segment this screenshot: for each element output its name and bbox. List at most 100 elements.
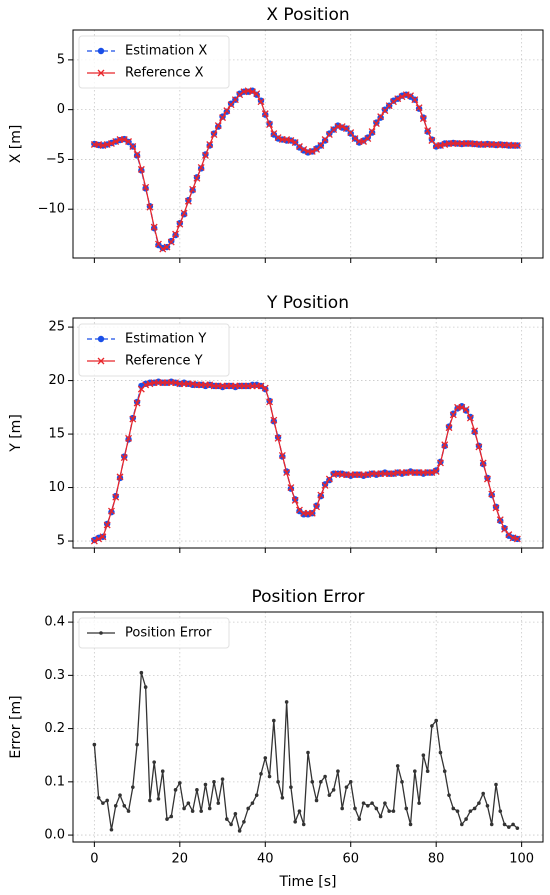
- data-point: [212, 780, 216, 784]
- data-point: [360, 138, 368, 145]
- data-point: [263, 756, 268, 760]
- data-point: [466, 414, 474, 422]
- data-point: [314, 798, 319, 803]
- data-point: [460, 822, 464, 827]
- data-point: [266, 398, 274, 406]
- data-point: [160, 769, 165, 773]
- chart-title: Position Error: [251, 587, 364, 607]
- data-point: [197, 163, 205, 171]
- x-tick-label: 40: [257, 852, 274, 867]
- data-point: [451, 806, 456, 811]
- data-point: [496, 516, 504, 524]
- x-tick-label: 0: [90, 852, 98, 867]
- data-point: [489, 822, 494, 827]
- data-point: [143, 685, 148, 689]
- data-point: [126, 809, 131, 813]
- y-tick-label: 0.3: [44, 668, 65, 683]
- data-point: [372, 120, 380, 128]
- data-point: [259, 772, 263, 776]
- data-point: [96, 796, 101, 800]
- data-point: [214, 122, 222, 130]
- data-point: [283, 469, 291, 477]
- data-point: [180, 209, 188, 217]
- data-point: [319, 780, 323, 784]
- data-point: [313, 503, 321, 511]
- data-point: [287, 484, 295, 492]
- data-point: [105, 798, 109, 803]
- data-point: [436, 459, 444, 467]
- data-point: [186, 801, 191, 805]
- data-point: [389, 98, 397, 106]
- legend-marker: [97, 357, 105, 365]
- series-line: [94, 90, 518, 250]
- data-point: [280, 796, 285, 800]
- data-point: [391, 809, 396, 813]
- data-point: [107, 507, 115, 515]
- data-point: [383, 801, 387, 805]
- data-point: [472, 806, 477, 811]
- data-point: [120, 136, 128, 143]
- data-point: [394, 95, 402, 103]
- data-point: [378, 814, 383, 819]
- data-point: [223, 107, 231, 115]
- data-point: [395, 764, 400, 768]
- data-point: [274, 134, 282, 141]
- data-point: [338, 123, 346, 131]
- legend-box: [78, 617, 230, 649]
- data-point: [250, 801, 255, 805]
- data-point: [348, 780, 353, 784]
- data-point: [513, 535, 521, 543]
- data-point: [449, 411, 457, 419]
- data-point: [107, 140, 115, 147]
- data-point: [254, 793, 259, 797]
- data-point: [488, 490, 496, 498]
- data-point: [438, 750, 443, 755]
- data-point: [447, 793, 451, 797]
- data-point: [507, 825, 511, 829]
- data-point: [253, 90, 261, 98]
- data-point: [419, 115, 427, 123]
- legend-marker: [99, 631, 103, 635]
- data-point: [129, 143, 137, 150]
- data-point: [434, 718, 438, 723]
- data-point: [425, 769, 430, 773]
- data-point: [408, 822, 413, 827]
- data-point: [272, 718, 276, 723]
- data-point: [477, 801, 481, 805]
- legend-label: Reference X: [125, 66, 204, 81]
- data-point: [261, 110, 269, 118]
- plot-frame: [72, 317, 544, 549]
- x-tick-label: 60: [342, 852, 359, 867]
- plot-frame: [72, 611, 544, 843]
- data-point: [347, 129, 355, 137]
- legend-marker: [97, 69, 105, 77]
- data-point: [505, 531, 513, 539]
- data-point: [112, 493, 120, 501]
- data-point: [233, 811, 238, 816]
- y-tick-label: 5: [57, 534, 65, 549]
- data-point: [135, 742, 139, 747]
- data-point: [442, 769, 447, 773]
- data-point: [148, 798, 152, 803]
- data-point: [361, 801, 366, 805]
- data-point: [176, 220, 184, 228]
- data-point: [301, 822, 306, 827]
- data-point: [411, 96, 419, 104]
- data-point: [193, 174, 201, 182]
- data-point: [287, 137, 295, 144]
- series-line: [94, 382, 518, 542]
- data-point: [109, 827, 114, 832]
- data-point: [353, 806, 357, 811]
- legend-label: Estimation X: [125, 44, 207, 59]
- data-point: [201, 151, 209, 159]
- data-point: [502, 822, 507, 827]
- data-point: [327, 793, 332, 797]
- series-line: [94, 90, 518, 249]
- data-point: [351, 135, 359, 142]
- data-point: [430, 724, 434, 728]
- data-point: [203, 782, 208, 787]
- x-axis-label: Time [s]: [279, 874, 337, 890]
- data-point: [195, 788, 199, 792]
- data-point: [169, 814, 174, 819]
- data-point: [483, 475, 491, 483]
